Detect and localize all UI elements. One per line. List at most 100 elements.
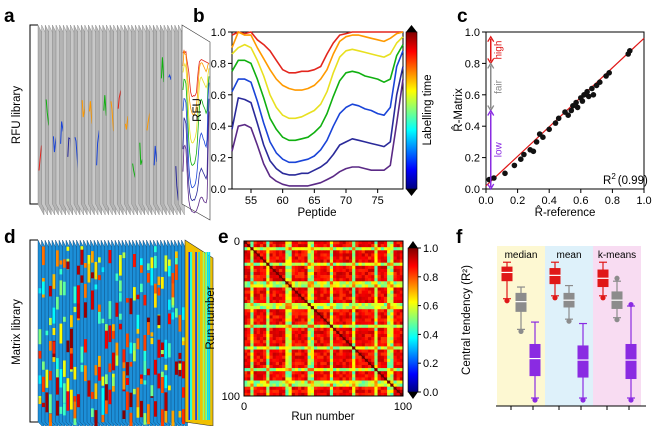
- e-cell: [387, 296, 391, 301]
- e-cell: [323, 371, 327, 375]
- matrix-sheet-stripe: [157, 276, 161, 285]
- e-cell: [247, 312, 251, 316]
- e-cell: [278, 365, 283, 369]
- e-cell: [342, 284, 347, 288]
- e-cell: [348, 303, 353, 307]
- c-point: [584, 88, 590, 95]
- e-cell: [291, 349, 296, 353]
- e-cell: [361, 265, 366, 270]
- e-cell: [275, 371, 280, 375]
- e-colorbar-tick-label: 0.2: [423, 358, 438, 370]
- matrix-sheet-stripe: [171, 294, 175, 306]
- e-cell: [310, 262, 315, 267]
- e-cell: [282, 268, 286, 273]
- e-cell: [307, 262, 312, 267]
- e-cell: [272, 293, 277, 298]
- e-cell: [339, 377, 343, 381]
- e-cell: [336, 284, 340, 288]
- e-cell: [387, 287, 391, 291]
- e-cell: [377, 337, 382, 341]
- e-cell: [250, 334, 254, 338]
- e-cell: [348, 389, 353, 394]
- e-cell: [313, 293, 318, 298]
- e-cell: [348, 284, 353, 288]
- e-cell: [380, 275, 385, 279]
- e-cell: [329, 299, 334, 304]
- e-cell: [307, 256, 312, 260]
- e-cell: [387, 327, 391, 332]
- e-cell: [266, 346, 270, 350]
- e-cell: [326, 330, 331, 335]
- e-cell: [288, 324, 292, 329]
- e-cell: [298, 343, 302, 347]
- matrix-sheet-stripe: [161, 409, 164, 426]
- e-cell: [263, 321, 267, 325]
- e-cell: [269, 324, 273, 329]
- e-cell: [313, 361, 318, 366]
- e-cell: [301, 318, 305, 322]
- e-cell: [317, 327, 321, 332]
- e-cell: [355, 337, 359, 341]
- e-cell: [399, 247, 404, 251]
- e-cell: [298, 334, 302, 338]
- e-cell: [291, 268, 296, 273]
- c-point: [597, 79, 603, 85]
- e-cell: [326, 377, 331, 381]
- e-cell: [275, 268, 280, 273]
- e-cell: [244, 324, 248, 329]
- e-cell: [329, 281, 334, 285]
- e-cell: [282, 330, 286, 335]
- e-cell: [342, 374, 347, 378]
- e-cell: [368, 241, 372, 245]
- e-cell: [320, 392, 324, 397]
- e-cell: [364, 374, 369, 378]
- e-cell: [326, 312, 331, 316]
- e-cell: [387, 256, 391, 260]
- e-cell: [282, 334, 286, 338]
- e-cell: [269, 318, 273, 322]
- e-cell: [339, 340, 343, 344]
- e-cell: [323, 349, 327, 353]
- e-cell: [326, 293, 331, 298]
- e-cell: [348, 358, 353, 363]
- e-cell: [275, 241, 280, 245]
- e-cell: [368, 352, 372, 356]
- e-cell: [393, 250, 397, 254]
- e-cell: [250, 392, 254, 397]
- e-cell: [266, 241, 270, 245]
- e-cell: [352, 324, 356, 329]
- e-cell: [256, 250, 261, 254]
- e-cell: [348, 392, 353, 397]
- e-cell: [310, 358, 315, 363]
- e-cell: [247, 377, 251, 381]
- e-cell: [323, 262, 327, 267]
- matrix-sheet-stripe: [129, 392, 133, 408]
- e-cell: [323, 392, 327, 397]
- e-cell: [377, 340, 382, 344]
- e-cell: [250, 343, 254, 347]
- e-cell: [313, 306, 318, 310]
- e-cell: [368, 355, 372, 360]
- e-cell: [272, 377, 277, 381]
- e-cell: [374, 380, 378, 384]
- e-cell: [377, 392, 382, 397]
- e-cell: [326, 318, 331, 322]
- e-cell: [263, 386, 267, 391]
- matrix-sheet-stripe: [157, 287, 161, 296]
- e-cell: [358, 324, 362, 329]
- matrix-sheet-stripe: [154, 255, 157, 269]
- e-cell: [355, 355, 359, 360]
- e-cell: [304, 287, 308, 291]
- e-cell: [396, 377, 401, 381]
- e-cell: [333, 346, 337, 350]
- e-cell: [380, 346, 385, 350]
- e-cell: [244, 284, 248, 288]
- e-xtick-label: 0: [241, 401, 247, 413]
- e-cell: [285, 309, 289, 313]
- e-cell: [269, 330, 273, 335]
- matrix-sheet-stripe: [175, 256, 178, 264]
- e-cell: [320, 318, 324, 322]
- e-cell: [307, 299, 312, 304]
- e-cell: [282, 293, 286, 298]
- e-cell: [355, 352, 359, 356]
